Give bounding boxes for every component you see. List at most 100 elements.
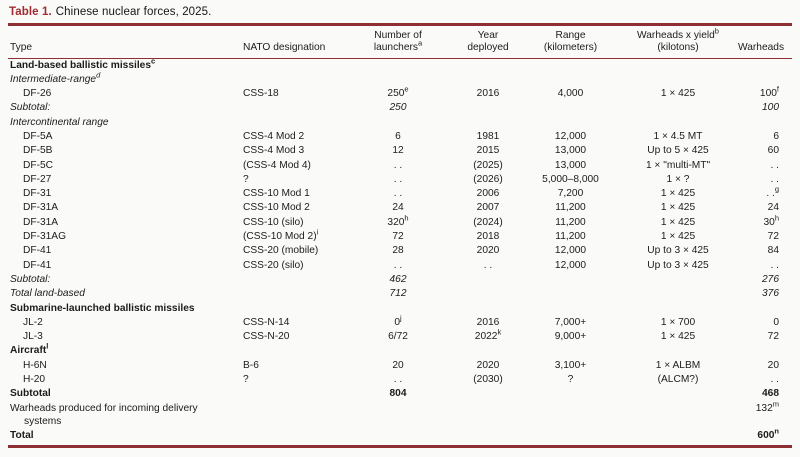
cell-type: Aircraftl — [10, 342, 49, 357]
cell-range — [523, 344, 618, 358]
cell-warheads: 72 — [767, 231, 779, 243]
cell-launchers: 712 — [389, 288, 407, 300]
cell-range — [523, 101, 618, 115]
cell-type: Warheads produced for incoming delivery … — [10, 402, 198, 428]
cell-warheads-yield: Up to 3 × 425 — [647, 245, 709, 257]
table-row: DF-31A CSS-10 (silo) 320h (2024) 11,200 1 × 4… — [8, 214, 792, 230]
table-title-label: Table 1. — [9, 6, 52, 18]
cell-nato-designation — [243, 73, 343, 87]
cell-warheads: 376 — [762, 288, 779, 300]
cell-nato-designation — [243, 387, 343, 401]
cell-nato-designation — [243, 273, 343, 287]
column-header-range: Range (kilometers) — [523, 25, 618, 59]
table-row: DF-26 CSS-18 250e 2016 4,000 1 × 425 100f — [8, 84, 792, 101]
cell-nato-designation — [243, 287, 343, 301]
column-header-nato-designation: NATO designation — [243, 25, 343, 59]
cell-warheads-yield: 1 × 425 — [660, 202, 696, 214]
cell-warheads — [738, 116, 792, 130]
cell-year-deployed: 2015 — [476, 145, 500, 157]
cell-warheads-yield — [618, 402, 738, 430]
cell-type: DF-5A — [23, 130, 53, 142]
cell-range: 11,200 — [555, 216, 586, 228]
table-row: H-20? . . (2030)? (ALCM?) . . — [8, 373, 792, 387]
table-header: Type NATO designation Number of launchersa Y… — [8, 25, 792, 59]
cell-warheads: 6 — [773, 130, 779, 142]
cell-launchers: 250e — [387, 84, 409, 100]
cell-warheads-yield: 1 × "multi-MT" — [645, 159, 711, 171]
cell-year-deployed: 2020 — [476, 359, 500, 371]
cell-launchers: 24 — [392, 202, 404, 214]
cell-warheads: 60 — [767, 145, 779, 157]
cell-nato-designation: CSS-10 Mod 2 — [243, 202, 310, 214]
table-row: Aircraftl — [8, 342, 792, 358]
cell-warheads-yield: 1 × ? — [666, 173, 690, 185]
cell-launchers — [343, 429, 453, 443]
cell-range — [523, 116, 618, 130]
cell-launchers: . . — [393, 374, 403, 386]
cell-warheads: . . — [770, 374, 780, 386]
cell-type: Subtotal — [10, 388, 51, 400]
cell-launchers: 6 — [395, 130, 401, 142]
cell-nato-designation: CSS-20 (silo) — [243, 259, 304, 271]
cell-warheads-yield: Up to 5 × 425 — [647, 145, 709, 157]
cell-nato-designation — [243, 344, 343, 358]
cell-nato-designation: CSS-18 — [243, 88, 279, 100]
column-header-type: Type — [8, 25, 243, 59]
cell-range: 12,000 — [554, 259, 587, 271]
cell-warheads: . . — [770, 159, 780, 171]
cell-type: DF-31A — [23, 216, 59, 228]
column-header-launchers: Number of launchersa — [343, 25, 453, 59]
cell-warheads-yield — [618, 101, 738, 115]
cell-warheads-yield — [618, 302, 738, 316]
cell-warheads-yield — [618, 387, 738, 401]
cell-warheads-yield — [618, 273, 738, 287]
cell-nato-designation — [243, 116, 343, 130]
table-row: DF-41 CSS-20 (mobile) 28 2020 12,000 Up to 3 … — [8, 244, 792, 258]
table-row: DF-41 CSS-20 (silo) . . . . 12,000 Up to 3 × … — [8, 259, 792, 273]
cell-warheads: 72 — [767, 331, 779, 343]
cell-warheads: . . — [770, 173, 780, 185]
cell-type: Intermediate-ranged — [10, 70, 101, 85]
cell-year-deployed — [453, 302, 523, 316]
cell-range — [523, 387, 618, 401]
table-row: DF-5A CSS-4 Mod 2 6 1981 12,000 1 × 4.5 MT 6 — [8, 130, 792, 144]
cell-type: DF-41 — [23, 259, 52, 271]
column-header-year-deployed: Year deployed — [453, 25, 523, 59]
cell-year-deployed: 2018 — [476, 231, 500, 243]
cell-warheads-yield — [618, 73, 738, 87]
table-row: Land-based ballistic missilesc — [8, 57, 792, 73]
cell-year-deployed — [453, 402, 523, 430]
cell-nato-designation: ? — [243, 173, 249, 185]
column-header-warheads: Warheads — [738, 25, 792, 59]
cell-range — [523, 58, 618, 73]
cell-nato-designation: (CSS-4 Mod 4) — [243, 159, 311, 171]
cell-warheads: 100f — [759, 84, 779, 100]
table-row: JL-3 CSS-N-20 6/72 2022k 9,000+ 1 × 425 72 — [8, 329, 792, 344]
cell-warheads-yield: 1 × 425 — [660, 216, 696, 228]
cell-range — [523, 302, 618, 316]
cell-warheads-yield — [618, 344, 738, 358]
cell-nato-designation — [243, 402, 343, 430]
cell-launchers — [343, 116, 453, 130]
table-row: DF-31 CSS-10 Mod 1 . . 2006 7,200 1 × 425 . .g — [8, 186, 792, 201]
table-row: DF-31AG (CSS-10 Mod 2)i 72 2018 11,200 1 × 42… — [8, 228, 792, 244]
cell-warheads: 468 — [762, 388, 779, 400]
cell-launchers: 12 — [392, 145, 404, 157]
cell-warheads: 276 — [762, 273, 779, 285]
cell-launchers — [343, 302, 453, 316]
table-row: Total 600n — [8, 428, 792, 443]
cell-year-deployed: (2026) — [473, 173, 503, 185]
cell-range: 12,000 — [554, 245, 587, 257]
table-row: Subtotal: 462 276 — [8, 273, 792, 287]
cell-year-deployed — [453, 73, 523, 87]
cell-warheads: 0 — [773, 316, 779, 328]
cell-warheads-yield — [618, 58, 738, 73]
cell-type: Subtotal: — [10, 102, 51, 114]
table-row: Warheads produced for incoming delivery … — [8, 400, 792, 430]
cell-year-deployed: 2007 — [476, 202, 500, 214]
cell-warheads — [738, 302, 792, 316]
table-header-row: Type NATO designation Number of launchersa Y… — [8, 25, 792, 59]
cell-range — [523, 73, 618, 87]
cell-nato-designation: CSS-10 Mod 1 — [243, 188, 310, 200]
